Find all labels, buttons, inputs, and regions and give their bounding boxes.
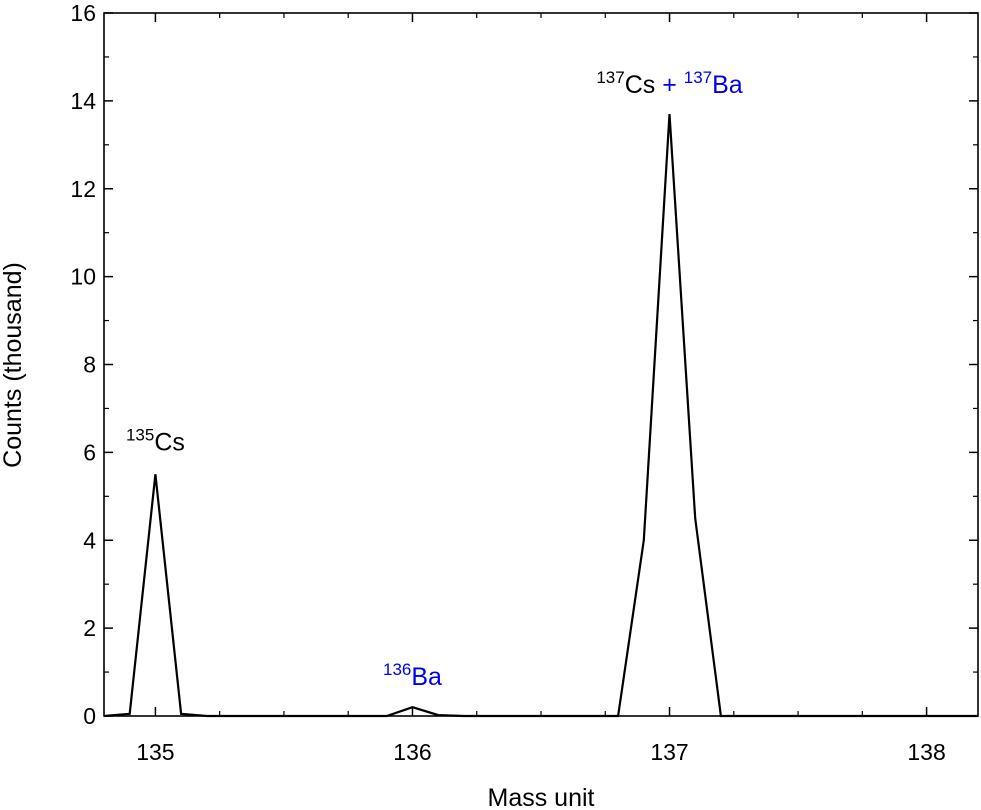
annotation-element: + bbox=[655, 71, 684, 99]
annotation-element: Ba bbox=[411, 663, 442, 691]
y-tick-label: 12 bbox=[70, 176, 96, 202]
x-tick-label: 138 bbox=[907, 739, 945, 765]
annotation-mass-number: 136 bbox=[383, 660, 411, 679]
series-layer bbox=[103, 114, 978, 718]
annotation-mass-number: 137 bbox=[596, 68, 624, 87]
y-tick-label: 8 bbox=[83, 352, 96, 378]
y-tick-label: 16 bbox=[70, 0, 96, 26]
annotation-mass-number: 135 bbox=[126, 425, 154, 444]
y-tick-label: 2 bbox=[83, 615, 96, 641]
y-tick-label: 10 bbox=[70, 264, 96, 290]
x-axis-title: Mass unit bbox=[488, 784, 595, 810]
y-axis-title: Counts (thousand) bbox=[0, 262, 27, 468]
axis-ticks bbox=[104, 12, 978, 717]
plot-frame bbox=[103, 12, 979, 717]
y-tick-label: 4 bbox=[83, 527, 96, 553]
x-tick-label: 137 bbox=[650, 739, 688, 765]
y-tick-label: 6 bbox=[83, 439, 96, 465]
spectrum-line bbox=[103, 114, 978, 718]
annotation-element: Ba bbox=[712, 71, 743, 99]
y-tick-label: 0 bbox=[83, 703, 96, 729]
x-tick-label: 136 bbox=[393, 739, 431, 765]
x-tick-label: 135 bbox=[136, 739, 174, 765]
y-tick-label: 14 bbox=[70, 88, 96, 114]
annotation-mass-number: 137 bbox=[684, 68, 712, 87]
annotation-cs137-ba137: 137Cs + 137Ba bbox=[596, 68, 742, 99]
tick-labels: 0 2 4 6 8 10 12 14 16 135 136 137 138 bbox=[70, 0, 945, 765]
annotation-cs135: 135Cs bbox=[126, 425, 185, 456]
annotation-element: Cs bbox=[154, 428, 185, 456]
annotation-ba136: 136Ba bbox=[383, 660, 442, 691]
annotation-element: Cs bbox=[625, 71, 656, 99]
